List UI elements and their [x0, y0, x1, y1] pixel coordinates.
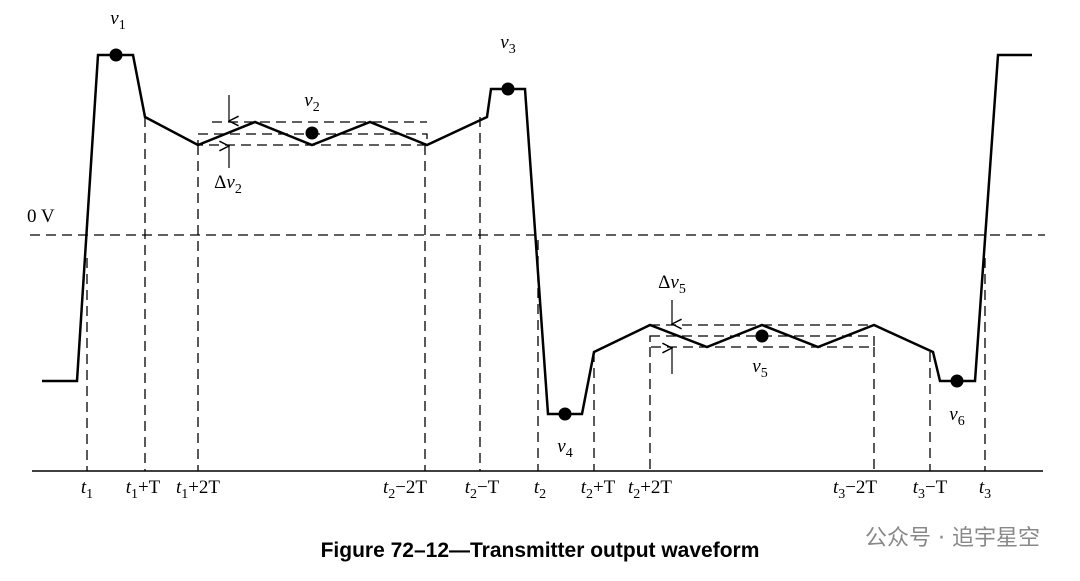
label-part: +T	[593, 477, 616, 498]
label-part: 1	[131, 487, 138, 502]
label-part: t	[465, 477, 471, 498]
label-part: −2T	[845, 477, 877, 498]
symbol-label: t1+T	[126, 477, 161, 502]
symbol-label: t3−T	[913, 477, 948, 502]
label-part: 2	[235, 182, 242, 197]
label-part: v	[670, 272, 679, 293]
label-part: t	[534, 477, 540, 498]
label-part: 1	[86, 487, 93, 502]
symbol-label: v2	[304, 90, 319, 115]
label-part: Δ	[214, 172, 226, 193]
label-part: v	[304, 90, 313, 111]
arrows	[229, 95, 672, 374]
label-part: Δ	[658, 272, 670, 293]
label-part: t	[628, 477, 634, 498]
label-part: t	[383, 477, 389, 498]
label-part: 1	[181, 487, 188, 502]
symbol-label: t1	[81, 477, 93, 502]
label-part: t	[81, 477, 87, 498]
label-part: −T	[477, 477, 500, 498]
symbol-label: t2	[534, 477, 546, 502]
zero-label: 0 V	[27, 206, 55, 227]
caption: Figure 72–12—Transmitter output waveform	[321, 539, 760, 562]
label-part: 3	[838, 487, 845, 502]
label-part: −2T	[395, 477, 427, 498]
label-part: v	[110, 8, 119, 29]
label-part: t	[176, 477, 182, 498]
watermark: 公众号 · 追宇星空	[865, 526, 1040, 551]
label-part: 3	[984, 487, 991, 502]
label-part: 2	[633, 487, 640, 502]
label-part: t	[833, 477, 839, 498]
symbol-label: t3−2T	[833, 477, 877, 502]
symbol-label: t2+T	[581, 477, 616, 502]
label-part: 2	[388, 487, 395, 502]
label-part: t	[581, 477, 587, 498]
symbol-label: t2−T	[465, 477, 500, 502]
guides	[30, 117, 1045, 472]
label-part: v	[226, 172, 235, 193]
label-part: +2T	[640, 477, 672, 498]
symbol-label: v4	[557, 436, 572, 461]
symbol-label: v6	[949, 404, 964, 429]
label-part: 2	[313, 100, 320, 115]
label-part: t	[979, 477, 985, 498]
label-part: −T	[925, 477, 948, 498]
label-part: v	[752, 356, 761, 377]
symbol-label: v1	[110, 8, 125, 33]
label-part: +2T	[188, 477, 220, 498]
dots	[109, 48, 964, 421]
label-part: t	[913, 477, 919, 498]
symbol-label: t2+2T	[628, 477, 672, 502]
symbol-label: Δv2	[214, 172, 242, 197]
label-part: 4	[566, 446, 573, 461]
symbol-label: Δv5	[658, 272, 686, 297]
symbol-label: t2−2T	[383, 477, 427, 502]
symbol-label: t3	[979, 477, 991, 502]
label-part: 5	[679, 282, 686, 297]
waveform	[42, 53, 1032, 416]
symbol-label: v5	[752, 356, 767, 381]
label-part: 3	[509, 42, 516, 57]
label-part: v	[557, 436, 566, 457]
label-part: v	[500, 32, 509, 53]
label-part: 2	[539, 487, 546, 502]
symbol-label: v3	[500, 32, 515, 57]
label-part: 6	[958, 414, 965, 429]
label-part: 2	[470, 487, 477, 502]
label-part: v	[949, 404, 958, 425]
label-part: +T	[138, 477, 161, 498]
label-part: 2	[586, 487, 593, 502]
symbol-label: t1+2T	[176, 477, 220, 502]
label-part: 3	[918, 487, 925, 502]
label-part: t	[126, 477, 132, 498]
label-part: 5	[761, 366, 768, 381]
label-part: 1	[119, 18, 126, 33]
